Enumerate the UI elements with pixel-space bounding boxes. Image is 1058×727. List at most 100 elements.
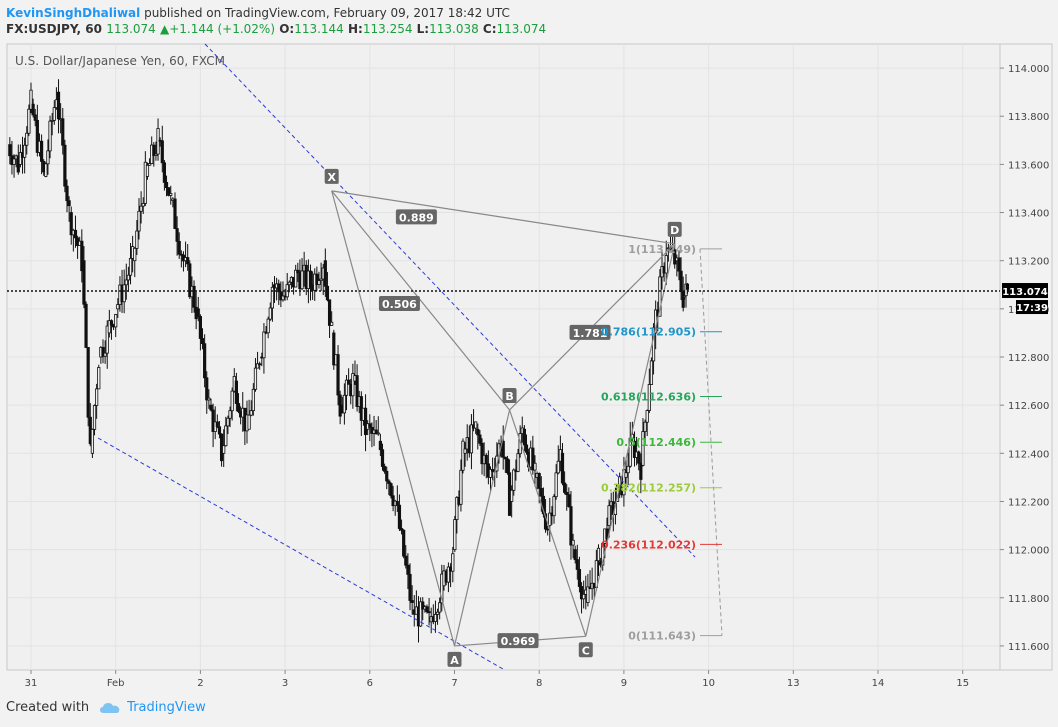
x-axis[interactable]: 31 Feb 2 3 6 7 8 9 10 13 14 15 <box>25 670 969 689</box>
candle-body <box>451 553 455 572</box>
trendline-lower <box>97 437 504 670</box>
publish-info: published on TradingView.com, February 0… <box>140 6 510 20</box>
candle-body <box>503 456 507 460</box>
candle-body <box>12 158 16 165</box>
candle-body <box>308 270 313 288</box>
candle-body <box>391 495 395 507</box>
candle-body <box>270 286 274 309</box>
candle-body <box>440 573 444 604</box>
candle-body <box>73 229 78 239</box>
candle-body <box>105 325 109 354</box>
x-tick-label: 8 <box>536 678 542 689</box>
candle-body <box>258 363 262 366</box>
candle-body <box>154 153 158 156</box>
point-label-c: C <box>582 644 590 657</box>
candle-body <box>80 240 84 272</box>
candle-body <box>315 273 319 285</box>
y-tick-label: 114.000 <box>1008 64 1049 75</box>
candle-body <box>537 472 541 489</box>
y-tick-label: 112.400 <box>1008 449 1049 460</box>
point-label-bg <box>502 387 517 403</box>
leg-xb <box>331 190 511 411</box>
candle-body <box>164 181 169 189</box>
y-tick-label: 111.800 <box>1008 594 1049 605</box>
candle-body <box>196 308 200 317</box>
candle-body <box>268 307 272 320</box>
candle-body <box>177 240 181 255</box>
candle-body <box>8 144 12 157</box>
candle-body <box>141 203 145 207</box>
candle-body <box>453 519 457 551</box>
candle-body <box>563 482 567 493</box>
candle-body <box>484 454 488 465</box>
candle-body <box>226 417 230 427</box>
trendline-upper <box>204 43 696 558</box>
candle-body <box>95 388 99 406</box>
candle-body <box>192 285 196 308</box>
candle-body <box>573 549 577 561</box>
close-label: C: <box>482 22 497 36</box>
candle-body <box>402 529 406 557</box>
candle-body <box>179 253 183 256</box>
candle-body <box>673 249 677 265</box>
candle-body <box>505 458 510 474</box>
candle-body <box>637 451 641 464</box>
candle-body <box>296 269 300 274</box>
ratio-label-bg <box>378 296 420 312</box>
x-tick-label: 3 <box>282 678 288 689</box>
candle-body <box>552 496 556 517</box>
candle-body <box>533 462 537 471</box>
candle-body <box>188 263 192 298</box>
x-tick-label: 13 <box>787 678 800 689</box>
candle-body <box>596 547 601 562</box>
candle-body <box>387 480 391 484</box>
candle-body <box>639 462 643 480</box>
point-label-bg <box>324 168 339 184</box>
tradingview-link[interactable]: TradingView <box>127 700 206 715</box>
x-tick-label: 15 <box>956 678 969 689</box>
candle-body <box>380 449 385 467</box>
candle-body <box>488 469 493 478</box>
candle-body <box>152 144 156 156</box>
candle-body <box>262 331 266 359</box>
candle-body <box>128 258 133 276</box>
y-tick-label: 112.600 <box>1008 401 1049 412</box>
candle-body <box>474 421 478 429</box>
created-with-label: Created with <box>6 700 90 715</box>
point-label-bg <box>578 642 593 658</box>
candle-body <box>649 360 654 385</box>
candle-body <box>554 472 558 498</box>
last-price: 113.074 <box>106 22 156 36</box>
x-tick-label: 14 <box>872 678 885 689</box>
candle-body <box>90 429 95 454</box>
open-value: 113.144 <box>294 22 344 36</box>
fib-levels: 1(113.249) 0.786(112.905) 0.618(112.636) 0.… <box>601 243 723 643</box>
candle-body <box>175 228 179 242</box>
candle-body <box>300 270 304 290</box>
countdown-label: 17:39 <box>1016 303 1048 314</box>
candle-body <box>459 469 463 505</box>
x-tick-label: 31 <box>25 678 38 689</box>
candle-body <box>480 442 484 465</box>
ticker-line: FX:USDJPY, 60 113.074 ▲+1.144 (+1.02%) O… <box>6 22 546 36</box>
candle-body <box>363 407 368 435</box>
candle-body <box>317 280 321 285</box>
candle-body <box>463 448 467 454</box>
author-link[interactable]: KevinSinghDhaliwal <box>6 6 141 20</box>
candle-body <box>586 586 590 603</box>
candle-body <box>103 352 107 357</box>
candle-body <box>251 388 255 412</box>
candle-body <box>247 414 251 430</box>
candle-body <box>23 144 27 158</box>
candle-body <box>632 440 637 458</box>
candle-body <box>605 528 609 540</box>
high-value: 113.254 <box>362 22 413 36</box>
y-axis[interactable]: 114.000 113.800 113.600 113.400 113.200 113.0… <box>7 43 1053 671</box>
candle-body <box>685 283 690 290</box>
candle-body <box>215 421 219 428</box>
candle-body <box>643 421 647 432</box>
candle-body <box>607 505 611 526</box>
candle-body <box>645 410 649 423</box>
candle-body <box>469 424 474 454</box>
